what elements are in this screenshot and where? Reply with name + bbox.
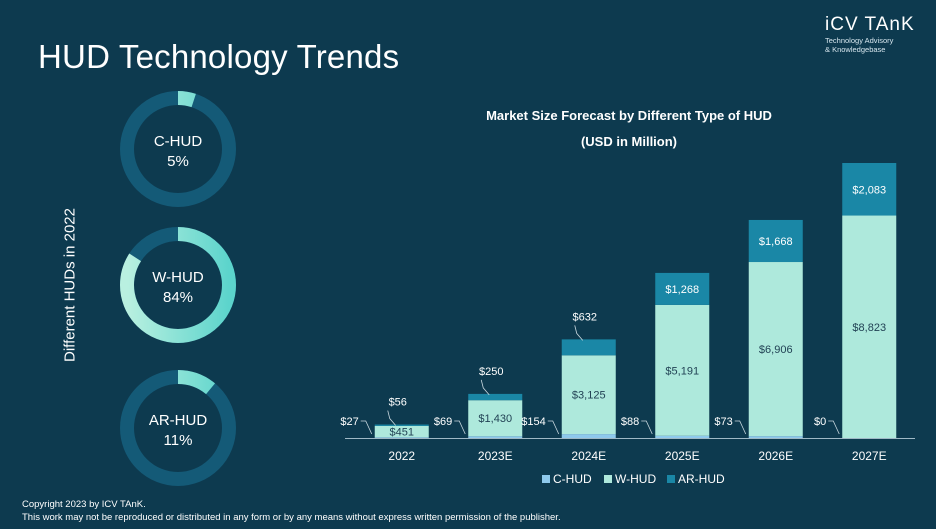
donut-label-w-hud: W-HUD [152, 269, 204, 286]
data-label-c-hud-2023e: $69 [434, 416, 452, 428]
bar-ar-hud-2027e [842, 163, 897, 216]
bar-w-hud-2022 [374, 425, 429, 438]
bar-w-hud-2026e [748, 262, 803, 437]
legend: C-HUD W-HUD AR-HUD [542, 472, 725, 486]
footer: Copyright 2023 by ICV TAnK. This work ma… [22, 498, 561, 524]
legend-swatch-w-hud [604, 475, 612, 483]
donut-slice-w-hud [120, 227, 236, 343]
data-label-w-hud-2024e: $3,125 [572, 390, 606, 402]
bar-c-hud-2022 [374, 437, 429, 438]
bar-c-hud-2024e [561, 434, 616, 438]
page-title: HUD Technology Trends [38, 38, 400, 75]
data-label-w-hud-2026e: $6,906 [759, 344, 793, 356]
donut-slice-ar-hud [120, 370, 236, 486]
data-label-c-hud-2027e: $0 [814, 416, 826, 428]
brand-tagline-1: Technology Advisory [825, 36, 894, 45]
bar-c-hud-2023e [468, 436, 523, 438]
x-tick-2024e: 2024E [571, 449, 606, 463]
donut-value-ar-hud: 11% [164, 432, 193, 449]
data-label-ar-hud-2023e: $250 [479, 366, 503, 378]
donut-w-hud: W-HUD 84% [120, 227, 236, 343]
data-label-w-hud-2022: $451 [390, 427, 414, 439]
leader-line-c-hud-2024e [547, 420, 560, 435]
bar-ar-hud-2026e [748, 219, 803, 263]
leader-line-c-hud-2023e [454, 420, 466, 435]
leader-line-c-hud-2026e [734, 420, 747, 435]
brand-name: iCV TAnK [825, 14, 915, 35]
donut-c-hud: C-HUD 5% [120, 91, 236, 207]
legend-swatch-c-hud [542, 475, 550, 483]
leader-line-ar-hud-2024e [574, 325, 584, 341]
data-label-ar-hud-2026e: $1,668 [759, 236, 793, 248]
bar-w-hud-2023e [468, 400, 523, 437]
leader-line-ar-hud-2023e [480, 379, 490, 396]
data-label-ar-hud-2024e: $632 [573, 311, 597, 323]
data-label-c-hud-2024e: $154 [521, 416, 545, 428]
bar-ar-hud-2022 [374, 424, 429, 426]
legend-label-ar-hud: AR-HUD [678, 472, 725, 486]
chart-subtitle: (USD in Million) [581, 134, 677, 149]
x-tick-2025e: 2025E [665, 449, 700, 463]
bar-ar-hud-2024e [561, 339, 616, 356]
donut-label-ar-hud: AR-HUD [149, 412, 207, 429]
data-label-c-hud-2026e: $73 [714, 416, 732, 428]
bar-ar-hud-2025e [655, 272, 710, 305]
x-tick-2026e: 2026E [758, 449, 793, 463]
donut-ar-hud: AR-HUD 11% [120, 370, 236, 486]
leader-line-c-hud-2027e [828, 420, 840, 435]
x-tick-2027e: 2027E [852, 449, 887, 463]
bar-c-hud-2025e [655, 435, 710, 438]
donut-value-w-hud: 84% [163, 289, 193, 306]
disclaimer-text: This work may not be reproduced or distr… [22, 512, 561, 523]
copyright-text: Copyright 2023 by ICV TAnK. [22, 499, 146, 510]
bar-ar-hud-2023e [468, 393, 523, 401]
legend-label-w-hud: W-HUD [615, 472, 656, 486]
legend-label-c-hud: C-HUD [553, 472, 592, 486]
leader-line-c-hud-2022 [360, 420, 373, 435]
brand-logo: iCV TAnK Technology Advisory & Knowledge… [825, 14, 925, 54]
data-label-ar-hud-2022: $56 [389, 397, 407, 409]
leader-line-c-hud-2025e [641, 420, 653, 435]
data-label-w-hud-2023e: $1,430 [478, 413, 512, 425]
x-tick-2023e: 2023E [478, 449, 513, 463]
bar-w-hud-2024e [561, 355, 616, 435]
donut-value-c-hud: 5% [167, 153, 189, 170]
brand-tagline-2: & Knowledgebase [825, 45, 886, 54]
data-label-c-hud-2022: $27 [340, 416, 358, 428]
legend-swatch-ar-hud [667, 475, 675, 483]
leader-line-ar-hud-2022 [387, 410, 397, 426]
bar-w-hud-2025e [655, 304, 710, 436]
data-label-c-hud-2025e: $88 [621, 416, 639, 428]
data-label-w-hud-2025e: $5,191 [665, 365, 699, 377]
data-label-ar-hud-2025e: $1,268 [665, 284, 699, 296]
donut-label-c-hud: C-HUD [154, 133, 202, 150]
data-label-ar-hud-2027e: $2,083 [852, 184, 886, 196]
chart-title: Market Size Forecast by Different Type o… [486, 108, 772, 123]
x-tick-2022: 2022 [388, 449, 415, 463]
bar-w-hud-2027e [842, 215, 897, 438]
donut-slice-c-hud [120, 91, 236, 207]
bar-c-hud-2026e [748, 436, 803, 438]
data-label-w-hud-2027e: $8,823 [852, 322, 886, 334]
